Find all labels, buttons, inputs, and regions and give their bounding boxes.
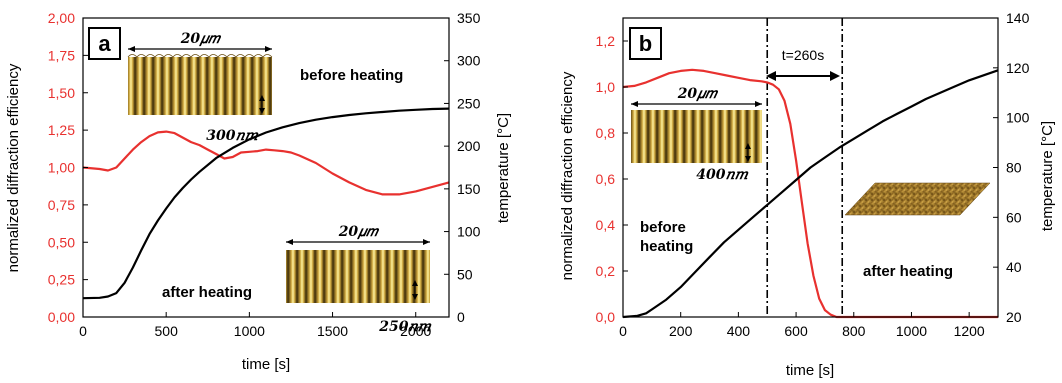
panel-a-y-right-axis-label: temperature [°C] xyxy=(495,113,512,223)
panel-a-y-left-ticks: 0,00 0,25 0,50 0,75 1,00 1,25 1,50 1,75 2,00 xyxy=(48,10,88,325)
panel-a-inset-after: 20𝜇𝑚 250𝑛𝑚 xyxy=(286,224,431,335)
panel-b-y-right-tick-label: 80 xyxy=(1006,160,1022,176)
panel-b-inset-before-width-label: 20𝜇𝑚 xyxy=(677,86,719,102)
panel-b-grating-before xyxy=(631,110,762,163)
panel-b-y-left-tick-label: 0,4 xyxy=(596,217,616,233)
panel-b-y-right-tick-label: 20 xyxy=(1006,309,1022,325)
panel-a-y-left-tick-label: 2,00 xyxy=(48,10,75,26)
panel-a-annotation-after-heating: after heating xyxy=(162,284,252,301)
panel-a-y-left-tick-label: 0,75 xyxy=(48,197,75,213)
panel-a-grating-before xyxy=(128,57,272,115)
panel-b-label-box xyxy=(629,27,662,60)
panel-b-y-right-tick-label: 140 xyxy=(1006,10,1030,26)
panel-a-x-tick-label: 1500 xyxy=(317,323,348,339)
panel-b-y-right-axis-label: temperature [°C] xyxy=(1039,121,1056,231)
panel-b-y-left-tick-label: 0,0 xyxy=(596,309,616,325)
panel-b-surface-after xyxy=(844,182,991,216)
panel-b-y-left-tick-label: 1,2 xyxy=(596,33,616,49)
panel-b-y-left-tick-label: 1,0 xyxy=(596,79,616,95)
panel-b-x-tick-label: 200 xyxy=(669,323,693,339)
panel-a-annotation-before-heating: before heating xyxy=(300,67,403,84)
panel-a-y-right-tick-label: 100 xyxy=(457,224,481,240)
panel-a-y-left-tick-label: 0,00 xyxy=(48,309,75,325)
panel-b-series-temperature-line xyxy=(622,69,999,319)
panel-a-y-right-tick-label: 200 xyxy=(457,138,481,154)
panel-a-x-tick-label: 500 xyxy=(155,323,179,339)
panel-a-x-axis-label: time [s] xyxy=(242,356,290,373)
panel-b: 0 200 400 600 800 1000 1200 0,0 0,2 0,4 0,6 0,8 1,0… xyxy=(559,10,1056,379)
panel-b-x-tick-label: 800 xyxy=(842,323,866,339)
panel-b-x-tick-label: 0 xyxy=(619,323,627,339)
panel-b-annotation-after-heating: after heating xyxy=(863,263,953,280)
panel-a-grating-after xyxy=(286,250,430,303)
panel-a-y-left-tick-label: 1,00 xyxy=(48,160,75,176)
panel-a-series-diffraction-line xyxy=(82,130,450,196)
panel-a-label-box xyxy=(88,27,121,60)
panel-a: 0 500 1000 1500 2000 0,000,250,500,751,001,2… xyxy=(5,10,512,373)
panel-b-annotation-before-heating: before heating xyxy=(640,219,693,255)
panel-a-y-right-tick-label: 300 xyxy=(457,53,481,69)
panel-b-interval-label: t=260s xyxy=(782,47,824,63)
panel-b-y-left-tick-label: 0,6 xyxy=(596,171,616,187)
panel-a-y-left-tick-label: 0,25 xyxy=(48,272,75,288)
panel-b-x-axis-label: time [s] xyxy=(786,362,834,379)
panel-a-inset-before: 20𝜇𝑚 300𝑛𝑚 xyxy=(127,31,273,144)
panel-a-inset-before-depth-label: 300𝑛𝑚 xyxy=(206,128,258,144)
panel-a-x-tick-label: 1000 xyxy=(234,323,265,339)
panel-b-y-left-tick-label: 0,2 xyxy=(596,263,616,279)
panel-b-y-right-tick-label: 120 xyxy=(1006,60,1030,76)
panel-b-y-right-tick-label: 60 xyxy=(1006,209,1022,225)
panel-a-y-left-tick-label: 1,50 xyxy=(48,85,75,101)
panel-b-y-left-ticks: 0,0 0,2 0,4 0,6 0,8 1,0 1,2 xyxy=(596,33,628,325)
panel-a-y-right-tick-label: 150 xyxy=(457,181,481,197)
panel-a-y-right-tick-label: 50 xyxy=(457,266,473,282)
panel-a-y-left-axis-label: normalized diffraction efficiency xyxy=(5,63,22,272)
panel-a-inset-after-depth-label: 250𝑛𝑚 xyxy=(378,319,431,335)
panel-b-annotation-before-line1: before xyxy=(640,219,686,236)
panel-a-x-ticks: 0 500 1000 1500 2000 xyxy=(79,312,432,339)
panel-a-y-left-tick-label: 0,50 xyxy=(48,234,75,250)
panel-b-inset-before: 20𝜇𝑚 400𝑛𝑚 xyxy=(631,86,762,183)
panel-a-x-tick-label: 0 xyxy=(79,323,87,339)
panel-a-inset-after-width-label: 20𝜇𝑚 xyxy=(338,224,380,240)
panel-a-y-right-ticks: 0 50 100 150 200 250 300 350 xyxy=(444,10,481,325)
panel-a-data-layer xyxy=(82,107,450,300)
panel-a-label: a xyxy=(98,31,111,56)
panel-b-y-left-axis-label: normalized diffraction efficiency xyxy=(559,71,576,280)
panel-a-y-left-tick-label: 1,25 xyxy=(48,122,75,138)
panel-b-interval-arrow: t=260s xyxy=(766,47,840,81)
panel-b-y-right-tick-label: 40 xyxy=(1006,259,1022,275)
panel-b-label: b xyxy=(639,31,652,56)
panel-a-y-right-tick-label: 350 xyxy=(457,10,481,26)
panel-b-x-tick-label: 400 xyxy=(727,323,751,339)
panel-a-inset-before-width-label: 20𝜇𝑚 xyxy=(180,31,222,47)
panel-b-annotation-before-line2: heating xyxy=(640,238,693,255)
panel-a-x-tick-label: 2000 xyxy=(400,323,431,339)
panel-b-inset-before-depth-label: 400𝑛𝑚 xyxy=(696,167,748,183)
panel-b-x-tick-label: 600 xyxy=(784,323,808,339)
panel-a-y-left-tick-label: 1,75 xyxy=(48,47,75,63)
panel-b-y-left-tick-label: 0,8 xyxy=(596,125,616,141)
panel-b-y-right-ticks: 20 40 60 80 100 120 140 xyxy=(993,10,1030,325)
panel-a-series-temperature-line xyxy=(82,107,450,300)
panel-a-y-right-tick-label: 250 xyxy=(457,95,481,111)
panel-a-y-right-tick-label: 0 xyxy=(457,309,465,325)
panel-b-y-right-tick-label: 100 xyxy=(1006,110,1030,126)
panel-b-x-tick-label: 1200 xyxy=(954,323,985,339)
panel-b-x-tick-label: 1000 xyxy=(896,323,927,339)
panel-b-x-ticks: 0 200 400 600 800 1000 1200 xyxy=(619,312,985,339)
